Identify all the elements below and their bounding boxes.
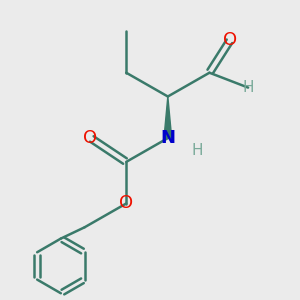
Text: N: N [160,129,175,147]
Text: O: O [119,194,133,212]
Text: O: O [83,129,98,147]
Text: H: H [192,142,203,158]
Polygon shape [164,97,172,138]
Text: O: O [223,31,237,49]
Text: H: H [242,80,254,95]
